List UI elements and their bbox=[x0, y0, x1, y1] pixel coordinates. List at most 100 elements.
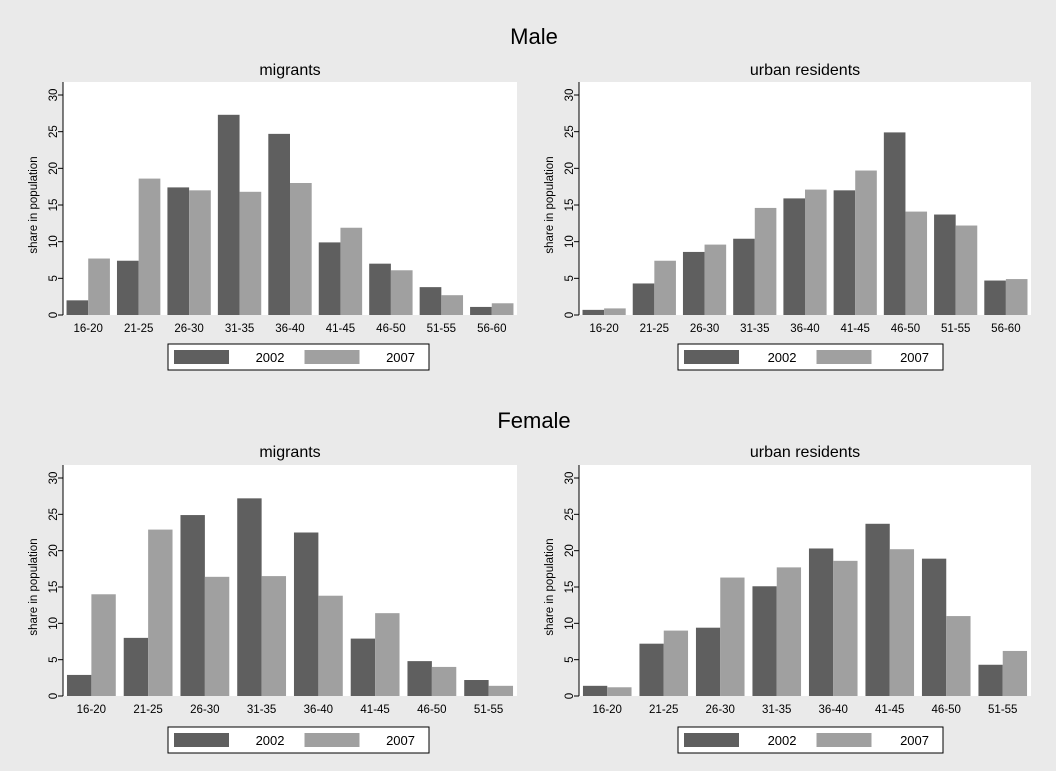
y-tick-label: 5 bbox=[564, 275, 576, 281]
x-tick-label: 36-40 bbox=[819, 704, 848, 716]
panel-title: urban residents bbox=[750, 62, 860, 79]
chart-panel-1: migrants 0 5 10 15 20 25 30 share in population 1… bbox=[28, 62, 517, 371]
bar-2002-51-55 bbox=[464, 680, 489, 696]
x-tick-label: 46-50 bbox=[417, 704, 446, 716]
x-tick-label: 51-55 bbox=[941, 323, 970, 335]
group-title-male: Male bbox=[510, 24, 558, 49]
bar-2007-36-40 bbox=[805, 189, 827, 315]
y-axis-label: share in population bbox=[544, 538, 556, 635]
chart-panel-4: urban residents 0 5 10 15 20 25 30 share in popu… bbox=[544, 444, 1031, 754]
bar-2002-41-45 bbox=[318, 242, 341, 315]
x-tick-label: 21-25 bbox=[124, 323, 153, 335]
y-tick-label: 10 bbox=[48, 617, 60, 630]
bar-2007-41-45 bbox=[889, 549, 915, 696]
chart-panel-3: migrants 0 5 10 15 20 25 30 share in population 1… bbox=[28, 444, 517, 754]
x-tick-label: 26-30 bbox=[190, 704, 219, 716]
bar-2007-31-35 bbox=[261, 576, 287, 696]
y-tick-label: 10 bbox=[564, 235, 576, 248]
legend: 2002 2007 bbox=[167, 726, 430, 754]
legend-swatch-2007 bbox=[304, 733, 360, 747]
x-tick-label: 26-30 bbox=[690, 323, 719, 335]
y-tick-label: 5 bbox=[48, 275, 60, 281]
bar-2002-36-40 bbox=[808, 548, 834, 696]
x-tick-label: 16-20 bbox=[74, 323, 103, 335]
bar-2007-41-45 bbox=[855, 170, 877, 315]
bar-2007-51-55 bbox=[955, 225, 978, 315]
y-tick-label: 30 bbox=[48, 472, 60, 485]
bar-2007-16-20 bbox=[604, 308, 626, 315]
bar-2002-26-30 bbox=[682, 251, 705, 315]
bar-2002-51-55 bbox=[419, 287, 442, 315]
bar-2007-21-25 bbox=[663, 630, 689, 696]
legend: 2002 2007 bbox=[677, 726, 944, 754]
x-tick-label: 36-40 bbox=[304, 704, 333, 716]
bar-2002-16-20 bbox=[582, 685, 608, 696]
bar-2002-31-35 bbox=[752, 586, 777, 696]
y-tick-label: 15 bbox=[48, 199, 60, 212]
bar-2002-21-25 bbox=[632, 283, 655, 315]
bar-2007-56-60 bbox=[1005, 279, 1028, 315]
bar-2002-56-60 bbox=[470, 306, 492, 315]
legend-label: 2002 bbox=[256, 733, 285, 748]
y-tick-label: 20 bbox=[564, 544, 576, 557]
y-tick-label: 25 bbox=[48, 508, 60, 521]
x-tick-label: 31-35 bbox=[247, 704, 276, 716]
x-tick-label: 46-50 bbox=[932, 704, 961, 716]
y-tick-label: 30 bbox=[48, 89, 60, 102]
bar-2007-51-55 bbox=[488, 685, 514, 696]
legend-label: 2002 bbox=[768, 350, 797, 365]
legend-swatch-2002 bbox=[174, 733, 229, 747]
bar-2007-46-50 bbox=[431, 666, 457, 696]
x-tick-label: 51-55 bbox=[427, 323, 456, 335]
bar-2007-21-25 bbox=[148, 529, 173, 696]
legend: 2002 2007 bbox=[677, 343, 944, 371]
y-tick-label: 20 bbox=[48, 162, 60, 175]
bar-2007-51-55 bbox=[441, 295, 464, 315]
x-tick-label: 26-30 bbox=[174, 323, 203, 335]
y-tick-label: 5 bbox=[564, 656, 576, 662]
bar-2002-31-35 bbox=[217, 114, 240, 315]
legend-label: 2007 bbox=[386, 733, 415, 748]
y-tick-label: 5 bbox=[48, 656, 60, 662]
x-tick-label: 36-40 bbox=[790, 323, 819, 335]
bar-2002-36-40 bbox=[783, 198, 805, 315]
x-tick-label: 41-45 bbox=[841, 323, 870, 335]
bar-2007-26-30 bbox=[720, 577, 745, 696]
bar-2002-26-30 bbox=[167, 187, 190, 315]
y-tick-label: 0 bbox=[48, 693, 60, 699]
y-tick-label: 10 bbox=[48, 235, 60, 248]
bar-2007-26-30 bbox=[704, 244, 727, 315]
y-tick-label: 0 bbox=[564, 312, 576, 318]
x-tick-label: 46-50 bbox=[891, 323, 920, 335]
x-tick-label: 26-30 bbox=[706, 704, 735, 716]
x-tick-label: 16-20 bbox=[77, 704, 106, 716]
bar-2007-41-45 bbox=[375, 613, 400, 696]
y-tick-label: 0 bbox=[48, 312, 60, 318]
x-tick-label: 41-45 bbox=[326, 323, 355, 335]
bar-2007-31-35 bbox=[776, 567, 802, 696]
bar-2007-16-20 bbox=[607, 687, 632, 696]
bar-2007-46-50 bbox=[905, 211, 928, 315]
legend: 2002 2007 bbox=[167, 343, 430, 371]
bar-2007-36-40 bbox=[833, 560, 858, 696]
x-tick-label: 31-35 bbox=[762, 704, 791, 716]
x-tick-label: 16-20 bbox=[589, 323, 618, 335]
bar-2007-36-40 bbox=[318, 595, 343, 696]
bar-2002-36-40 bbox=[268, 133, 290, 315]
x-tick-label: 56-60 bbox=[477, 323, 506, 335]
legend-swatch-2007 bbox=[816, 350, 872, 364]
legend-swatch-2002 bbox=[684, 350, 739, 364]
bar-2002-51-55 bbox=[978, 664, 1003, 696]
bar-2007-56-60 bbox=[491, 303, 514, 315]
bar-2007-31-35 bbox=[239, 191, 262, 315]
x-tick-label: 16-20 bbox=[593, 704, 622, 716]
x-tick-label: 56-60 bbox=[991, 323, 1020, 335]
bar-2007-41-45 bbox=[340, 227, 363, 315]
bar-2002-51-55 bbox=[934, 214, 956, 315]
panel-title: migrants bbox=[259, 62, 320, 79]
legend-swatch-2007 bbox=[816, 733, 872, 747]
bar-2002-56-60 bbox=[984, 280, 1006, 315]
y-tick-label: 25 bbox=[48, 125, 60, 138]
panel-title: migrants bbox=[259, 444, 320, 461]
